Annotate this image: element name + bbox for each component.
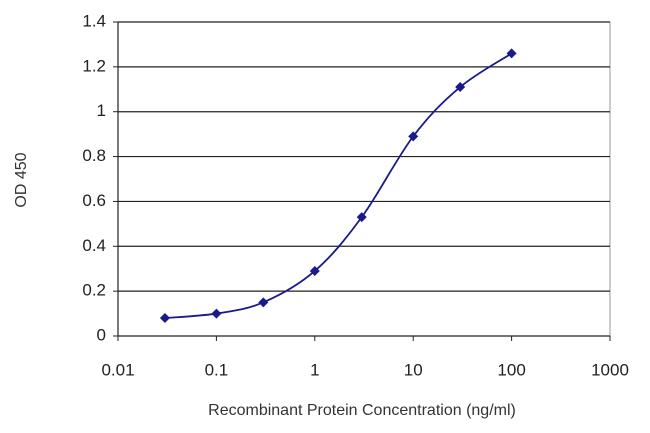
x-tick-label: 0.01 [101, 360, 134, 379]
y-tick-label: 1 [97, 101, 106, 120]
x-axis-title: Recombinant Protein Concentration (ng/ml… [208, 402, 516, 419]
y-tick-label: 0.6 [82, 191, 106, 210]
data-point [506, 48, 517, 59]
data-point [258, 297, 269, 308]
x-tick-label: 1 [310, 360, 319, 379]
x-tick-label: 0.1 [205, 360, 229, 379]
data-point [455, 82, 466, 93]
x-tick-label: 100 [497, 360, 525, 379]
y-axis-title: OD 450 [13, 152, 30, 207]
data-point [356, 212, 367, 223]
series-line [164, 52, 513, 319]
data-point [309, 265, 320, 276]
y-tick-label: 0.4 [82, 236, 106, 255]
y-tick-label: 0.2 [82, 281, 106, 300]
data-point [211, 308, 222, 319]
x-tick-label: 10 [404, 360, 423, 379]
y-tick-label: 1.2 [82, 56, 106, 75]
plot-area [117, 21, 611, 337]
y-tick-label: 0.8 [82, 146, 106, 165]
y-tick-label: 0 [97, 325, 106, 344]
data-point [159, 313, 170, 324]
x-tick-label: 1000 [591, 360, 629, 379]
data-point [408, 131, 419, 142]
y-tick-label: 1.4 [82, 11, 106, 30]
